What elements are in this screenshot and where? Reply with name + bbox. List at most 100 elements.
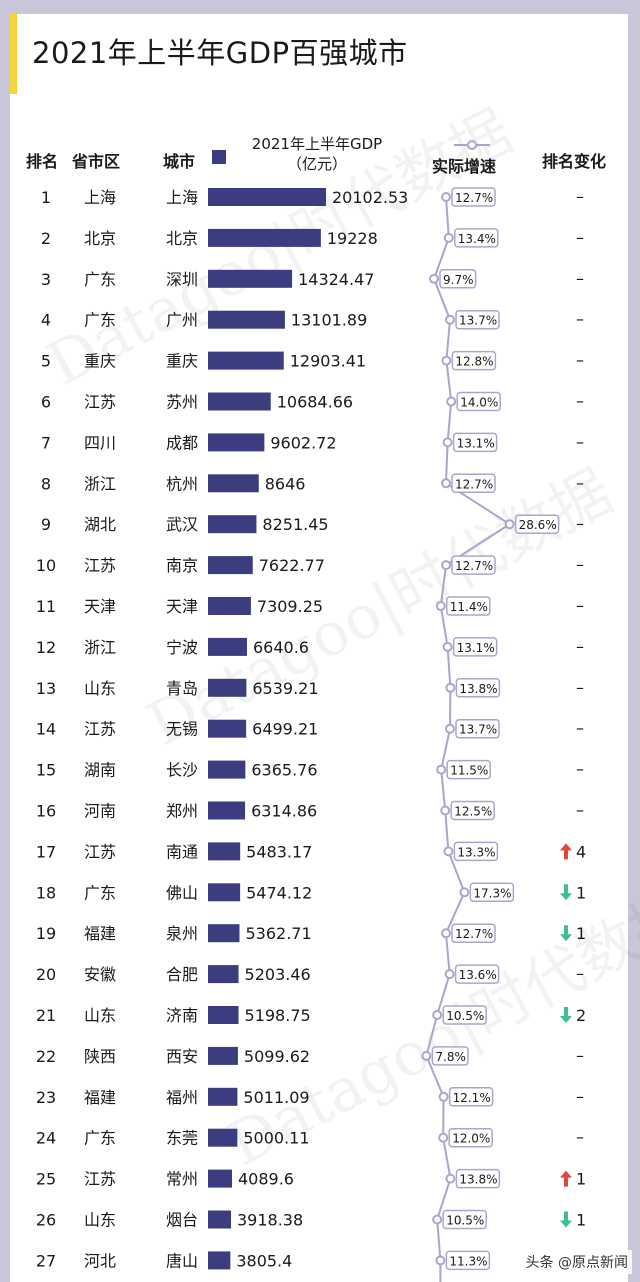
gdp-value-label: 5483.17	[246, 842, 312, 861]
speed-point	[435, 1255, 446, 1266]
header-speed: 实际增速	[432, 157, 497, 176]
province-label: 浙江	[84, 638, 116, 657]
gdp-value-label: 13101.89	[291, 311, 367, 330]
rank-change-label: 1	[576, 883, 586, 902]
speed-label: 7.8%	[435, 1050, 466, 1064]
rank-label: 21	[36, 1006, 56, 1025]
speed-label: 10.5%	[446, 1009, 484, 1023]
province-label: 山东	[84, 1211, 116, 1230]
gdp-legend-swatch	[212, 150, 226, 164]
gdp-value-label: 5011.09	[243, 1088, 309, 1107]
city-label: 济南	[166, 1006, 198, 1025]
speed-point	[444, 969, 455, 980]
rank-label: 3	[41, 270, 51, 289]
speed-label-box	[442, 1005, 487, 1025]
rank-label: 1	[41, 188, 51, 207]
rank-label: 22	[36, 1047, 56, 1066]
rank-change-label: 1	[576, 924, 586, 943]
speed-point	[445, 682, 456, 693]
arrow-down-icon	[560, 1211, 572, 1228]
arrow-down-icon	[560, 925, 572, 942]
rank-label: 14	[36, 720, 56, 739]
speed-label: 11.3%	[449, 1254, 487, 1268]
province-label: 浙江	[84, 474, 116, 493]
province-label: 河北	[84, 1251, 116, 1270]
gdp-bar	[208, 515, 257, 534]
gdp-bar	[208, 1169, 233, 1188]
speed-label-box	[452, 637, 498, 657]
city-label: 无锡	[166, 720, 198, 739]
gdp-bar	[208, 637, 247, 656]
province-label: 湖北	[84, 515, 116, 534]
speed-point	[442, 437, 453, 448]
gdp-value-label: 10684.66	[277, 393, 353, 412]
gdp-value-label: 3918.38	[237, 1211, 303, 1230]
rank-label: 7	[41, 433, 51, 452]
speed-label-box	[448, 1087, 494, 1107]
speed-point	[443, 232, 454, 243]
city-label: 上海	[166, 188, 198, 207]
province-label: 四川	[84, 433, 116, 452]
speed-label: 12.8%	[455, 355, 493, 369]
gdp-bar	[208, 310, 285, 329]
speed-point	[445, 1173, 456, 1184]
rank-change-label: –	[576, 392, 584, 411]
gdp-value-label: 9602.72	[270, 433, 336, 452]
speed-label-box	[451, 555, 496, 575]
gdp-value-label: 7309.25	[257, 597, 323, 616]
province-label: 福建	[84, 924, 116, 943]
rank-change-label: –	[576, 1128, 584, 1147]
speed-point	[432, 1010, 443, 1020]
speed-point	[441, 560, 451, 571]
speed-label: 11.4%	[450, 600, 488, 614]
rank-change-label: –	[576, 555, 584, 574]
city-label: 郑州	[166, 802, 198, 821]
speed-label-box	[454, 228, 499, 248]
speed-point	[446, 396, 457, 407]
city-label: 武汉	[166, 515, 198, 534]
gdp-bar	[208, 1046, 238, 1065]
speed-label-box	[451, 350, 497, 371]
rank-change-label: 1	[576, 1211, 586, 1230]
gdp-value-label: 5362.71	[245, 924, 311, 943]
rank-change-label: –	[576, 596, 584, 615]
province-label: 山东	[84, 1006, 116, 1025]
province-label: 广东	[84, 311, 116, 330]
rank-change-label: –	[576, 719, 584, 738]
rank-label: 11	[36, 597, 56, 616]
city-label: 天津	[166, 597, 198, 616]
header-city: 城市	[163, 152, 196, 171]
speed-label: 13.1%	[457, 641, 495, 655]
speed-label: 12.7%	[455, 559, 493, 573]
speed-label: 13.4%	[458, 232, 496, 246]
rank-change-label: –	[576, 269, 584, 288]
speed-label-box	[451, 187, 496, 207]
rank-label: 2	[41, 229, 51, 248]
speed-label-box	[431, 1046, 469, 1066]
gdp-value-label: 20102.53	[332, 188, 408, 207]
speed-point	[421, 1050, 432, 1061]
speed-label-box	[455, 1168, 501, 1189]
speed-label-box	[452, 432, 498, 453]
rank-label: 4	[41, 311, 51, 330]
city-label: 常州	[166, 1170, 198, 1189]
gdp-bar	[208, 228, 321, 247]
speed-point	[438, 1091, 449, 1102]
rank-change-label: –	[576, 637, 584, 656]
speed-label-box	[455, 309, 500, 330]
rank-label: 15	[36, 761, 56, 780]
speed-label: 13.7%	[459, 723, 497, 737]
gdp-bar	[208, 883, 241, 902]
speed-label-box	[450, 800, 495, 821]
speed-label-box	[446, 596, 491, 616]
left-border	[0, 0, 10, 1282]
gdp-bar	[208, 842, 241, 861]
speed-label: 13.7%	[459, 314, 497, 328]
province-label: 福建	[84, 1088, 116, 1107]
rank-change-label: –	[576, 473, 584, 492]
rank-change-label: –	[576, 432, 584, 451]
speed-label: 13.3%	[457, 845, 495, 859]
rank-change-label: –	[576, 1046, 584, 1065]
gdp-bar	[208, 965, 239, 984]
city-label: 唐山	[166, 1251, 198, 1270]
